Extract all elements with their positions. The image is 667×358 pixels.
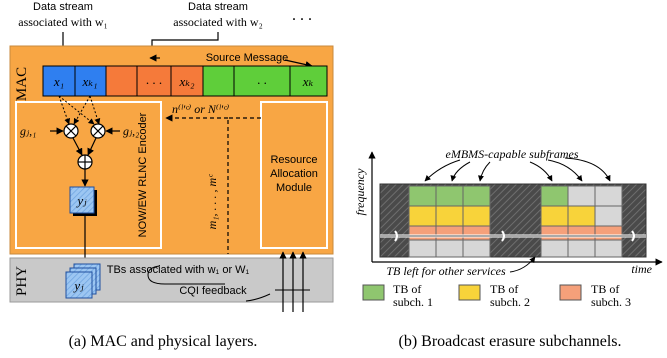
embms-arrow-1 [424,159,461,182]
legend-subch2-line2: subch. 2 [490,295,530,309]
cell-xk2 [170,65,204,97]
tbs-label: TBs associated with w₁ or W₁ [107,264,250,276]
stream1-label-line2: associated with w₁ [18,15,108,29]
subchannel-diagram: eMBMS-capable subframes frequency time [353,147,663,350]
legend-swatch-subch1 [362,284,385,301]
mac-layer-label: MAC [14,67,30,101]
break-mark-2 [501,230,505,242]
cell-xk1 [74,65,107,97]
legend-subch3-line2: subch. 3 [591,295,631,309]
embms-arrow-5 [547,159,583,182]
svg-text:. .: . . [257,72,267,87]
mult1-to-adder [72,137,83,156]
x1-to-mult1 [58,95,71,125]
stream2-label-line2: associated with w₂ [173,15,263,29]
svg-text:xₖ: xₖ [302,74,314,89]
cqi-pointer [245,293,271,302]
subframe-group-2 [540,185,623,258]
cell-green-1 [202,65,235,97]
stream1-label-line1: Data stream [33,1,93,13]
yj-label: yⱼ [75,193,87,208]
n-N-label: n⁽ˡ'ᶜ⁾ or N⁽ˡ'ᶜ⁾ [172,102,229,116]
mult2-to-adder [87,137,97,156]
cell-green-dots [233,65,291,97]
legend-subch3-line1: TB of [591,282,619,296]
more-streams-ellipsis: . . . [292,7,312,24]
yj-packet [69,186,95,214]
phy-layer-panel [9,257,334,303]
phy-layer-label: PHY [14,266,30,296]
resource-label-1: Resource [270,154,317,166]
cell-orange-1 [105,65,138,97]
svg-text:x₁: x₁ [53,74,64,89]
mac-phy-diagram: Data stream associated with w₁ Data stre… [9,1,334,350]
encoder-box [15,101,162,249]
tb-other-services-label: TB left for other services [386,264,506,278]
source-message-label: Source Message [206,52,289,64]
legend-swatch-subch3 [559,284,582,301]
legend-subch1-line2: subch. 1 [393,295,433,309]
embms-arrow-2 [450,161,471,182]
cqi-label: CQI feedback [179,285,247,297]
break-mark-3 [631,230,635,242]
embms-label: eMBMS-capable subframes [446,147,579,161]
multiplier-1 [63,123,79,139]
x1-to-mult2 [58,95,95,125]
svg-text:xₖ₂: xₖ₂ [178,74,195,89]
resource-allocation-module [260,101,328,249]
coeff-g2-label: gⱼ,₂ [123,124,139,138]
cell-xK [289,65,328,97]
adder [77,154,93,170]
xk1-to-mult2 [89,95,101,125]
encoder-label: NOW/EW RLNC Encoder [137,112,149,237]
frequency-axis-label: frequency [353,168,367,216]
embms-arrow-3 [478,161,491,182]
embms-arrow-6 [564,157,611,182]
m-list-label: m₁, . . . , mᶜ [205,174,219,230]
tb-other-services-arrow [509,256,536,273]
break-mark-1 [394,230,398,242]
subframe-group-1 [408,185,491,258]
svg-text:. . .: . . . [146,72,162,87]
xk1-to-mult1 [73,95,91,125]
caption-b: (b) Broadcast erasure subchannels. [398,333,621,350]
source-message-arrow-right [284,59,313,69]
multiplier-2 [90,123,106,139]
legend-subch2-line1: TB of [490,282,518,296]
source-message-cells: x₁ xₖ₁ . . . xₖ₂ . . xₖ [42,65,328,97]
embms-arrow-4 [529,161,553,182]
svg-text:xₖ₁: xₖ₁ [81,74,97,89]
source-message-box [197,50,290,64]
tbs-pointer [147,265,225,285]
caption-a: (a) MAC and physical layers. [69,333,258,350]
stream2-label-line1: Data stream [188,1,248,13]
coeff-g1-label: gⱼ,₁ [20,124,36,138]
mc-signal-line [227,117,261,254]
resource-label-3: Module [276,182,312,194]
tb-packet-stack: yⱼ [65,263,101,299]
resource-label-2: Allocation [270,168,318,180]
legend-swatch-subch2 [458,284,481,301]
cell-orange-dots [136,65,172,97]
tb-yj-label: yⱼ [72,278,84,293]
legend: TB of subch. 1 TB of subch. 2 TB of subc… [362,282,631,309]
time-axis-label: time [631,262,652,276]
legend-subch1-line1: TB of [393,282,421,296]
